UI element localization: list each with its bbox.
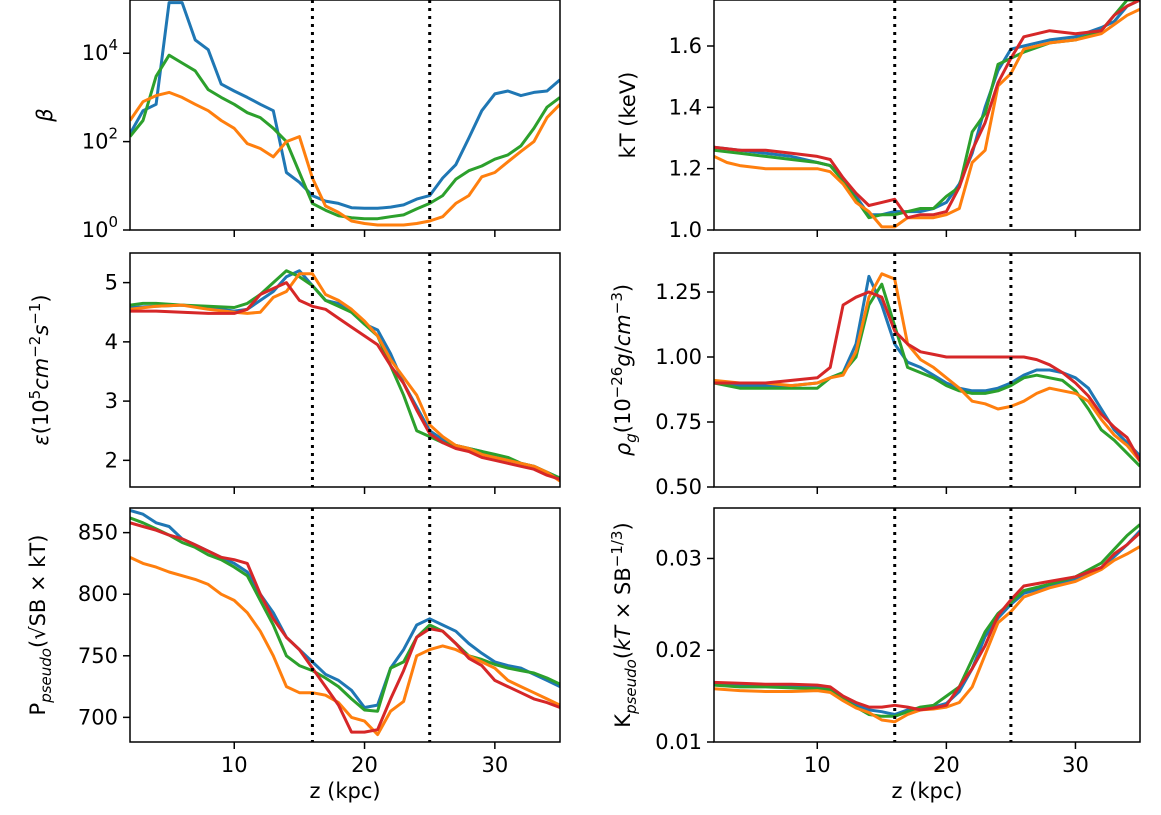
ytick-label: 1.2 (669, 157, 702, 181)
series-line-orange (714, 545, 1140, 724)
axes-frame (713, 507, 1141, 743)
series-line-orange (714, 272, 1140, 462)
series-line-red (130, 281, 560, 481)
xtick-label: 10 (221, 753, 248, 777)
y-axis-label: ρg(10−26g/cm−3) (608, 284, 640, 456)
xtick-label: 20 (351, 753, 378, 777)
xtick-label: 30 (481, 753, 508, 777)
axes-frame (129, 252, 561, 488)
series-line-orange (130, 272, 560, 483)
axes-frame (129, 507, 561, 743)
ytick-label: 2 (105, 448, 118, 472)
ytick-label: 1.00 (655, 345, 702, 369)
panel-bottom-left: 700 750 800 850 10 20 30 z (kpc) Ppseudo(√SB × k… (26, 507, 561, 803)
series-line-red (130, 521, 560, 734)
panel-middle-right: 0.50 0.75 1.00 1.25 ρg(10−26g/cm−3) (608, 252, 1141, 499)
ytick-label: 1.25 (655, 280, 702, 304)
panel-top-left: 100 102 104 β (33, 0, 561, 242)
ytick-label: 0.75 (655, 410, 702, 434)
y-axis-label: ε(105cm−2s−1) (26, 294, 53, 445)
ytick-label: 4 (105, 330, 118, 354)
ytick-label: 800 (78, 582, 118, 606)
panel-bottom-right: 0.01 0.02 0.03 10 20 30 z (kpc) Kpseudo(kT × SB… (608, 507, 1141, 803)
axes-frame (129, 0, 561, 231)
xtick-label: 20 (933, 753, 960, 777)
y-axis-label: Kpseudo(kT × SB−1/3) (608, 522, 640, 727)
ytick-label: 5 (105, 271, 118, 295)
series-line-orange (130, 555, 560, 737)
series-line-red (714, 531, 1140, 712)
series-line-blue (130, 1, 560, 210)
ytick-label: 850 (78, 521, 118, 545)
axes-frame (713, 252, 1141, 488)
panel-middle-left: 2 3 4 5 ε(105cm−2s−1) (26, 252, 561, 494)
series-line-red (714, 290, 1140, 462)
y-axis-label: β (33, 108, 57, 122)
ytick-label: 102 (82, 125, 118, 154)
series-line-blue (130, 269, 560, 480)
series-line-red (714, 0, 1140, 220)
ytick-label: 0.01 (655, 730, 702, 754)
ytick-label: 750 (78, 644, 118, 668)
series-line-orange (130, 90, 560, 227)
y-axis-label: Ppseudo(√SB × kT) (26, 535, 55, 716)
ytick-label: 0.50 (655, 475, 702, 499)
series-line-green (130, 53, 560, 221)
ytick-label: 100 (82, 213, 118, 242)
ytick-label: 1.6 (669, 34, 702, 58)
y-axis-label: kT (keV) (616, 72, 640, 159)
ytick-label: 0.03 (655, 546, 702, 570)
series-line-blue (714, 274, 1140, 457)
series-line-green (130, 516, 560, 713)
series-line-green (714, 282, 1140, 468)
ytick-label: 104 (82, 36, 118, 65)
ytick-label: 1.4 (669, 95, 702, 119)
axes-frame (713, 0, 1141, 231)
series-line-blue (130, 509, 560, 709)
panel-top-right: 1.0 1.2 1.4 1.6 kT (keV) (616, 0, 1141, 242)
x-axis-label: z (kpc) (309, 779, 380, 803)
ytick-label: 1.0 (669, 218, 702, 242)
series-line-orange (714, 7, 1140, 229)
ytick-label: 0.02 (655, 638, 702, 662)
ytick-label: 3 (105, 389, 118, 413)
ytick-label: 700 (78, 705, 118, 729)
series-line-green (714, 523, 1140, 718)
series-line-green (130, 269, 560, 480)
xtick-label: 10 (804, 753, 831, 777)
xtick-label: 30 (1062, 753, 1089, 777)
x-axis-label: z (kpc) (891, 779, 962, 803)
